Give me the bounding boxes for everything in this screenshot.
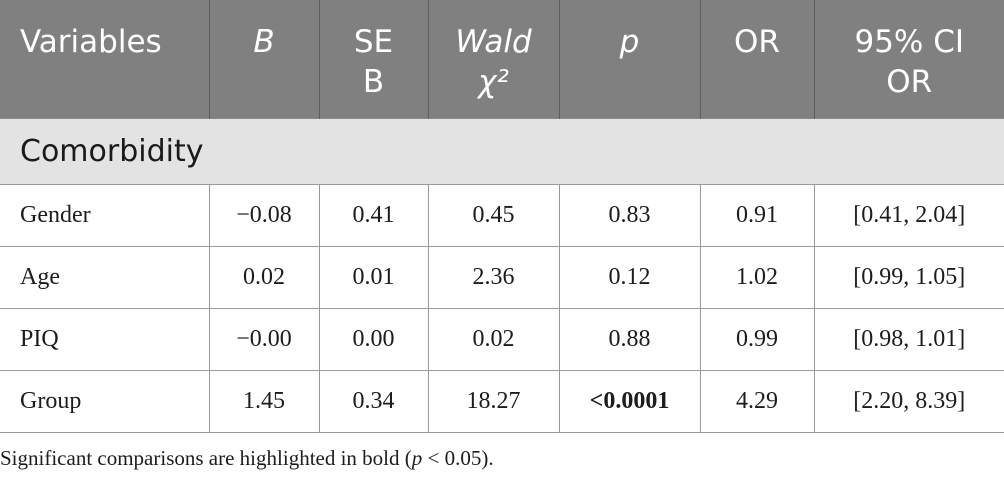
cell-b: 1.45: [208, 370, 319, 433]
cell-or: 0.99: [699, 308, 814, 371]
table-row: Group 1.45 0.34 18.27 <0.0001 4.29 [2.20…: [0, 370, 1004, 433]
header-b: B: [208, 0, 319, 118]
header-p: p: [558, 0, 700, 118]
cell-b: −0.08: [208, 184, 319, 247]
footnote-prefix: Significant comparisons are highlighted …: [0, 446, 412, 470]
table-row: PIQ −0.00 0.00 0.02 0.88 0.99 [0.98, 1.0…: [0, 308, 1004, 371]
cell-or: 4.29: [699, 370, 814, 433]
cell-variable: Group: [0, 370, 209, 433]
regression-table: Variables B SE B Wald χ² p OR 95% CI OR …: [0, 0, 1004, 433]
cell-p-significant: <0.0001: [558, 370, 700, 433]
cell-ci: [0.98, 1.01]: [813, 308, 1004, 371]
table-row: Gender −0.08 0.41 0.45 0.83 0.91 [0.41, …: [0, 184, 1004, 247]
cell-p: 0.88: [558, 308, 700, 371]
table-footnote: Significant comparisons are highlighted …: [0, 446, 494, 471]
cell-variable: PIQ: [0, 308, 209, 371]
cell-or: 0.91: [699, 184, 814, 247]
cell-wald: 18.27: [427, 370, 559, 433]
footnote-suffix: < 0.05).: [422, 446, 494, 470]
header-ci: 95% CI OR: [813, 0, 1004, 118]
cell-variable: Gender: [0, 184, 209, 247]
cell-se-b: 0.01: [318, 246, 428, 309]
cell-ci: [0.99, 1.05]: [813, 246, 1004, 309]
section-title: Comorbidity: [0, 118, 1004, 185]
table-row: Age 0.02 0.01 2.36 0.12 1.02 [0.99, 1.05…: [0, 246, 1004, 309]
cell-se-b: 0.41: [318, 184, 428, 247]
header-row: Variables B SE B Wald χ² p OR 95% CI OR: [0, 0, 1004, 118]
cell-b: −0.00: [208, 308, 319, 371]
cell-ci: [0.41, 2.04]: [813, 184, 1004, 247]
header-variables: Variables: [0, 0, 209, 118]
cell-wald: 2.36: [427, 246, 559, 309]
cell-se-b: 0.34: [318, 370, 428, 433]
cell-wald: 0.02: [427, 308, 559, 371]
header-or: OR: [699, 0, 814, 118]
header-wald-chi2: Wald χ²: [427, 0, 559, 118]
cell-p: 0.83: [558, 184, 700, 247]
footnote-p-symbol: p: [411, 446, 423, 470]
cell-p: 0.12: [558, 246, 700, 309]
cell-ci: [2.20, 8.39]: [813, 370, 1004, 433]
cell-wald: 0.45: [427, 184, 559, 247]
cell-b: 0.02: [208, 246, 319, 309]
cell-se-b: 0.00: [318, 308, 428, 371]
cell-or: 1.02: [699, 246, 814, 309]
cell-variable: Age: [0, 246, 209, 309]
header-se-b: SE B: [318, 0, 428, 118]
section-row: Comorbidity: [0, 118, 1004, 185]
